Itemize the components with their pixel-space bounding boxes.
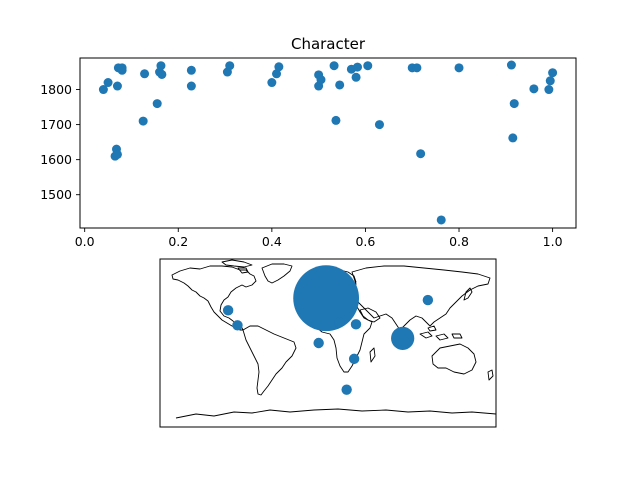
- scatter-axes-frame: [79, 57, 577, 229]
- coastline-new-zealand: [487, 369, 494, 381]
- map-point: [334, 317, 345, 328]
- x-tick-label: 0.8: [449, 234, 469, 249]
- scatter-point: [117, 63, 127, 73]
- scatter-point: [225, 61, 235, 71]
- coastline-arctic-islands: [221, 259, 253, 274]
- y-tick-label: 1800: [40, 82, 72, 97]
- scatter-point: [186, 65, 196, 75]
- y-tick-label: 1500: [40, 187, 72, 202]
- scatter-point: [331, 115, 341, 125]
- map-points: [222, 265, 434, 395]
- coastline-australia: [431, 343, 477, 375]
- coastline-japan: [463, 287, 473, 301]
- scatter-point: [545, 76, 555, 86]
- scatter-point: [509, 99, 519, 109]
- map-frame: [159, 258, 497, 428]
- coastline-antarctica: [175, 408, 496, 419]
- map-point: [222, 305, 234, 316]
- scatter-point: [548, 68, 558, 78]
- scatter-point: [454, 63, 464, 73]
- scatter-point: [506, 60, 516, 70]
- scatter-point: [274, 62, 284, 72]
- scatter-point: [416, 149, 426, 159]
- coastline-arabia: [359, 307, 381, 323]
- scatter-point: [98, 85, 108, 95]
- scatter-point: [436, 215, 446, 225]
- map-point: [422, 294, 434, 306]
- scatter-point: [138, 116, 148, 126]
- scatter-point: [335, 80, 345, 90]
- scatter-chart: Character 0.0 0.2 0.4 0.6 0.8 1.0 1500 1600 1700…: [40, 35, 577, 249]
- map-coastlines: [171, 259, 496, 419]
- map-point: [341, 384, 352, 395]
- chart-title: Character: [291, 35, 366, 53]
- map-point: [350, 319, 362, 330]
- x-tick-label: 1.0: [543, 234, 563, 249]
- scatter-points: [98, 60, 558, 225]
- coastline-se-asia-islands: [419, 325, 463, 341]
- map-point: [391, 326, 415, 350]
- x-tick-label: 0.4: [262, 234, 282, 249]
- scatter-point: [363, 61, 373, 71]
- scatter-point: [267, 78, 277, 88]
- coastline-north-america: [171, 265, 257, 331]
- scatter-point: [186, 81, 196, 91]
- y-tick-label: 1700: [40, 117, 72, 132]
- scatter-point: [112, 81, 122, 91]
- scatter-point: [272, 69, 282, 79]
- x-tick-label: 0.6: [355, 234, 375, 249]
- scatter-point: [412, 63, 422, 73]
- scatter-point: [103, 78, 113, 88]
- coastline-madagascar: [369, 347, 376, 363]
- map-point: [313, 337, 324, 349]
- map-point: [348, 353, 360, 365]
- scatter-point: [352, 62, 362, 72]
- scatter-point: [544, 85, 554, 95]
- coastline-south-america: [242, 325, 297, 396]
- scatter-point: [351, 72, 361, 82]
- x-tick-label: 0.0: [75, 234, 95, 249]
- map-point: [232, 320, 243, 331]
- scatter-point: [140, 69, 150, 79]
- scatter-point: [316, 75, 326, 85]
- scatter-point: [157, 69, 167, 79]
- scatter-point: [329, 61, 339, 71]
- scatter-point: [112, 149, 122, 159]
- scatter-ticks: 0.0 0.2 0.4 0.6 0.8 1.0 1500 1600 1700 1800: [40, 82, 562, 249]
- world-map-chart: [159, 258, 497, 428]
- scatter-point: [152, 99, 162, 109]
- x-tick-label: 0.2: [168, 234, 188, 249]
- coastline-asia: [351, 265, 491, 331]
- scatter-point: [529, 84, 539, 94]
- scatter-point: [156, 61, 166, 71]
- scatter-point: [508, 133, 518, 143]
- scatter-point: [374, 120, 384, 130]
- y-tick-label: 1600: [40, 152, 72, 167]
- coastline-greenland: [261, 263, 293, 284]
- map-point: [293, 265, 360, 332]
